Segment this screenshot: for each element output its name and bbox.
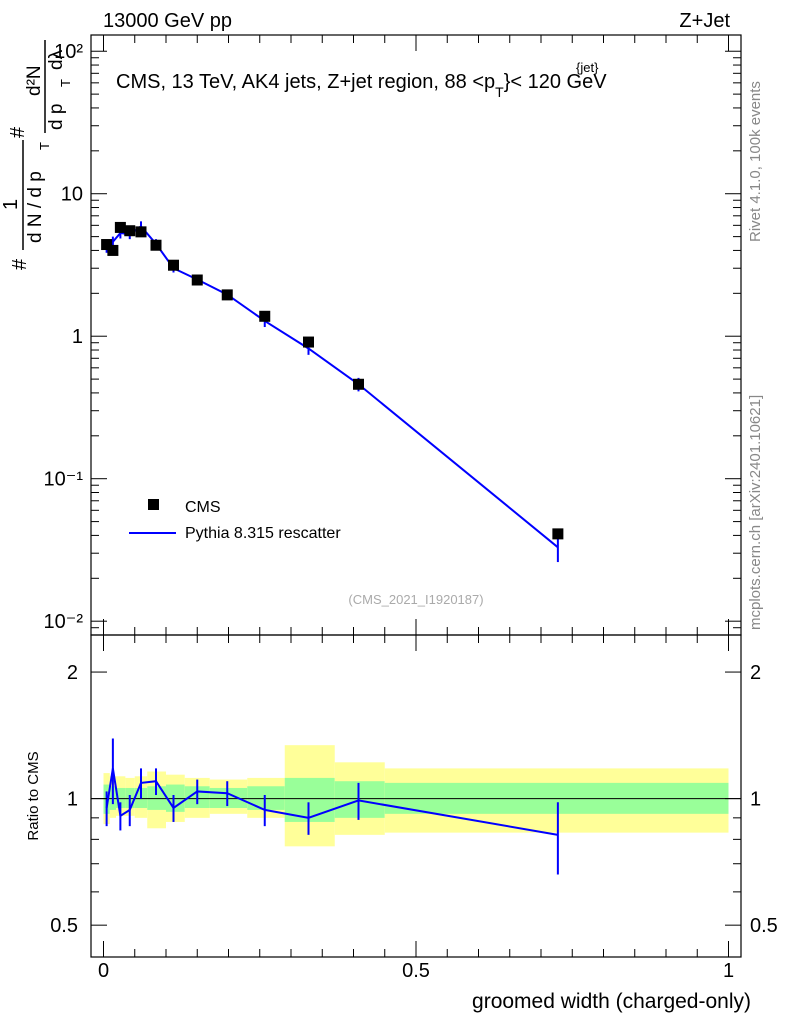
plot-title-superscript: {jet} <box>576 60 599 75</box>
cms-data-point <box>168 259 179 271</box>
ratio-y-tick-label-right: 2 <box>750 662 761 684</box>
ylabel-hash-2: # <box>7 126 29 138</box>
ylabel-t-sub-2: T <box>58 79 73 87</box>
cms-data-point <box>221 289 233 301</box>
main-plot-panel: 10² 10 1 10⁻¹ 10⁻² CMS, 13 TeV, AK4 jets, Z+… <box>0 34 742 636</box>
ratio-plot-panel: 0.5 0.51 12 2 0 0.5 1 Ratio to CMS groomed wi… <box>25 634 778 1013</box>
mc-series-line <box>105 225 559 549</box>
main-y-label: # 1 d N / d p T # d p T dλ d²N <box>0 40 73 270</box>
ylabel-t-sub-1: T <box>37 142 52 150</box>
ratio-y-axis: 0.5 0.5 1 1 2 2 <box>50 662 778 937</box>
plot-title-prefix: CMS, 13 TeV, AK4 jets, Z+jet region, 88 … <box>116 71 484 93</box>
main-plot-frame <box>90 34 742 636</box>
ratio-inner-band <box>147 786 166 810</box>
x-axis-label: groomed width (charged-only) <box>472 990 751 1013</box>
ylabel-hash-1: # <box>9 258 31 270</box>
ratio-y-tick-label-right: 0.5 <box>750 915 778 937</box>
ylabel-one: 1 <box>0 199 22 210</box>
legend-mc-label: Pythia 8.315 rescatter <box>185 525 341 542</box>
cms-data-markers <box>101 221 564 540</box>
main-y-axis: 10² 10 1 10⁻¹ 10⁻² <box>44 41 741 636</box>
plot-title-suffix: }< 120 GeV <box>504 71 608 93</box>
cms-data-point <box>124 225 136 237</box>
cms-data-point <box>135 226 147 238</box>
legend-cms-label: CMS <box>185 499 221 516</box>
cms-data-point <box>107 244 119 256</box>
ylabel-dn-dpt: d N / d p <box>25 171 46 243</box>
ratio-y-label: Ratio to CMS <box>25 751 42 840</box>
cms-data-point <box>259 310 271 322</box>
ylabel-dpt: d p <box>46 104 67 130</box>
ratio-y-tick-label: 2 <box>67 662 78 684</box>
y-tick-label: 10⁻² <box>44 611 84 633</box>
x-tick-label: 0 <box>98 960 109 982</box>
cms-data-point <box>303 336 314 348</box>
ratio-inner-band <box>116 787 126 808</box>
y-tick-label: 10 <box>61 184 83 206</box>
header-energy-label: 13000 GeV pp <box>103 10 232 32</box>
x-tick-label: 0.5 <box>402 960 430 982</box>
ylabel-d2n: d²N <box>24 65 45 96</box>
header-process-label: Z+Jet <box>679 10 730 32</box>
x-tick-label: 1 <box>723 960 734 982</box>
y-tick-label: 10² <box>54 41 83 63</box>
plot-title-p: p <box>484 71 495 93</box>
y-tick-label: 10⁻¹ <box>44 469 84 491</box>
rivet-version-label: Rivet 4.1.0, 100k events <box>747 81 764 242</box>
ratio-x-axis: 0 0.5 1 <box>98 635 734 982</box>
plot-title: CMS, 13 TeV, AK4 jets, Z+jet region, 88 … <box>116 71 607 100</box>
ylabel-dlambda: dλ <box>46 49 67 70</box>
cms-data-point <box>150 239 162 251</box>
legend-cms-marker <box>148 499 159 510</box>
plot-title-subscript: T <box>495 84 504 100</box>
cms-data-point <box>353 378 364 390</box>
ratio-y-tick-label-right: 1 <box>750 789 761 811</box>
main-x-axis <box>103 35 729 635</box>
mc-error-bars <box>105 221 559 563</box>
ratio-series-line <box>105 768 559 836</box>
ratio-inner-band <box>209 787 248 808</box>
ratio-inner-band <box>247 786 285 810</box>
cms-data-point <box>101 239 113 251</box>
ratio-inner-band <box>334 781 385 818</box>
ratio-y-tick-label: 1 <box>67 789 78 811</box>
cms-data-point <box>114 221 126 233</box>
y-tick-label: 1 <box>72 326 83 348</box>
analysis-id-label: (CMS_2021_I1920187) <box>348 592 483 607</box>
cms-data-point <box>191 274 203 286</box>
mcplots-label: mcplots.cern.ch [arXiv:2401.10621] <box>747 395 764 630</box>
ratio-y-tick-label: 0.5 <box>50 915 78 937</box>
cms-data-point <box>552 528 564 540</box>
